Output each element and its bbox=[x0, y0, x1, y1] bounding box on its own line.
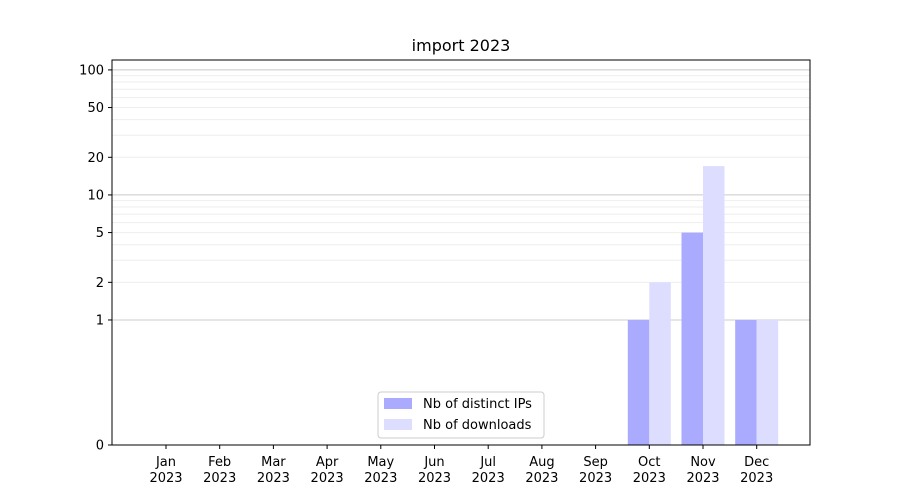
bar-downloads bbox=[649, 282, 671, 445]
grid-lines bbox=[112, 69, 810, 321]
x-tick-label: Nov bbox=[690, 455, 716, 470]
bar-distinct-ips bbox=[681, 232, 703, 445]
y-tick-label: 0 bbox=[96, 439, 104, 454]
x-tick-year: 2023 bbox=[472, 471, 505, 486]
x-tick-year: 2023 bbox=[633, 471, 666, 486]
y-tick-label: 100 bbox=[79, 63, 104, 78]
x-tick-year: 2023 bbox=[203, 471, 236, 486]
x-tick-year: 2023 bbox=[418, 471, 451, 486]
x-tick-label: Jul bbox=[479, 455, 496, 470]
legend: Nb of distinct IPs Nb of downloads bbox=[377, 391, 545, 439]
legend-box bbox=[377, 391, 545, 439]
legend-swatch bbox=[384, 398, 412, 409]
x-tick-year: 2023 bbox=[149, 471, 182, 486]
bar-distinct-ips bbox=[735, 319, 757, 445]
x-tick-label: Aug bbox=[529, 455, 554, 470]
y-tick-label: 20 bbox=[87, 151, 104, 166]
x-tick-year: 2023 bbox=[686, 471, 719, 486]
legend-label: Nb of downloads bbox=[423, 418, 532, 433]
chart-title: import 2023 bbox=[412, 36, 511, 55]
bar-downloads bbox=[756, 319, 779, 445]
y-tick-label: 50 bbox=[87, 101, 104, 116]
y-axis: 0 1 2 5 10 20 50 100 bbox=[79, 63, 112, 454]
y-tick-label: 10 bbox=[87, 188, 104, 203]
bar-distinct-ips bbox=[627, 319, 650, 445]
x-axis: Jan2023Feb2023Mar2023Apr2023May2023Jun20… bbox=[149, 445, 773, 486]
x-tick-label: Oct bbox=[638, 455, 660, 470]
x-tick-year: 2023 bbox=[525, 471, 558, 486]
x-tick-label: May bbox=[367, 455, 394, 470]
x-tick-label: Dec bbox=[744, 455, 769, 470]
x-tick-label: Mar bbox=[261, 455, 286, 470]
bar-downloads bbox=[703, 166, 725, 445]
plot-frame bbox=[111, 59, 811, 446]
x-tick-label: Sep bbox=[583, 455, 608, 470]
y-tick-label: 1 bbox=[96, 313, 104, 328]
x-tick-year: 2023 bbox=[257, 471, 290, 486]
legend-swatch bbox=[384, 419, 412, 430]
bars bbox=[627, 166, 779, 445]
x-tick-label: Jan bbox=[155, 455, 176, 470]
x-tick-label: Feb bbox=[208, 455, 231, 470]
x-tick-label: Jun bbox=[423, 455, 444, 470]
x-tick-year: 2023 bbox=[364, 471, 397, 486]
x-tick-year: 2023 bbox=[579, 471, 612, 486]
y-tick-label: 2 bbox=[96, 276, 104, 291]
y-tick-label: 5 bbox=[96, 226, 104, 241]
x-tick-year: 2023 bbox=[311, 471, 344, 486]
x-tick-label: Apr bbox=[316, 455, 339, 470]
legend-label: Nb of distinct IPs bbox=[423, 397, 532, 412]
x-tick-year: 2023 bbox=[740, 471, 773, 486]
